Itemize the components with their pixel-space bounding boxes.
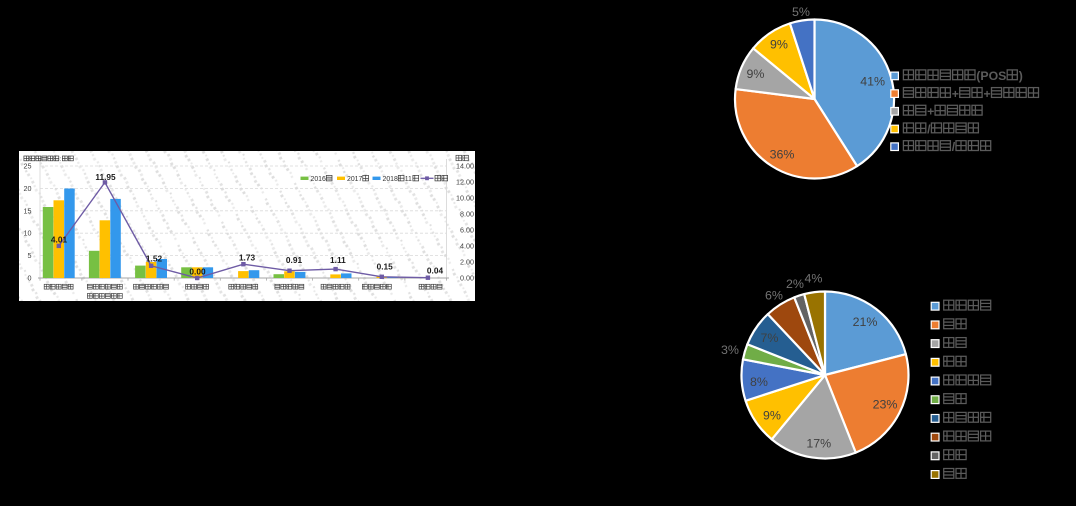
svg-text:POS: POS xyxy=(980,69,1006,83)
svg-text:): ) xyxy=(1019,69,1023,83)
svg-text:8%: 8% xyxy=(750,375,768,389)
svg-text:36%: 36% xyxy=(770,148,795,162)
svg-text:1.73: 1.73 xyxy=(239,252,256,262)
svg-text:21%: 21% xyxy=(853,315,878,329)
svg-text:3%: 3% xyxy=(721,343,739,357)
svg-text:0.15: 0.15 xyxy=(377,262,394,272)
svg-text:2.00: 2.00 xyxy=(460,258,474,267)
svg-text:9%: 9% xyxy=(747,67,765,81)
svg-text:0.04: 0.04 xyxy=(427,266,444,276)
svg-text:4%: 4% xyxy=(805,272,823,286)
svg-text:0.91: 0.91 xyxy=(286,255,303,265)
svg-text:11: 11 xyxy=(405,176,412,183)
svg-text:6.00: 6.00 xyxy=(460,226,474,235)
svg-text:2018: 2018 xyxy=(383,176,398,183)
svg-text:9%: 9% xyxy=(770,38,788,52)
svg-text:11.95: 11.95 xyxy=(95,172,116,182)
svg-text:2016: 2016 xyxy=(311,176,326,183)
svg-text:9%: 9% xyxy=(763,409,781,423)
svg-text:+: + xyxy=(952,87,959,101)
svg-text:4.00: 4.00 xyxy=(460,242,474,251)
svg-text:10.00: 10.00 xyxy=(456,194,474,203)
svg-text:41%: 41% xyxy=(860,74,885,88)
svg-text:0: 0 xyxy=(28,274,32,283)
svg-text:0.00: 0.00 xyxy=(460,274,474,283)
svg-text:7%: 7% xyxy=(760,331,778,345)
svg-text:+: + xyxy=(927,105,934,119)
svg-text:14.00: 14.00 xyxy=(456,162,474,171)
svg-text:1.11: 1.11 xyxy=(330,255,346,265)
svg-text:25: 25 xyxy=(24,162,32,171)
svg-text:(: ( xyxy=(976,69,981,83)
svg-text:23%: 23% xyxy=(873,397,898,411)
svg-text:0.00: 0.00 xyxy=(189,266,206,276)
svg-text:/: / xyxy=(952,140,956,154)
svg-text:2017: 2017 xyxy=(347,176,362,183)
svg-text:1.52: 1.52 xyxy=(146,253,163,263)
svg-text:17%: 17% xyxy=(806,437,831,451)
svg-text:/: / xyxy=(927,122,931,136)
svg-text:15: 15 xyxy=(24,206,32,215)
svg-text:4.01: 4.01 xyxy=(51,234,68,244)
svg-text:8.00: 8.00 xyxy=(460,210,474,219)
svg-text:10: 10 xyxy=(24,229,32,238)
svg-text::: : xyxy=(60,157,62,163)
svg-text:+: + xyxy=(984,87,991,101)
svg-text:20: 20 xyxy=(24,184,32,193)
svg-text:5%: 5% xyxy=(792,5,810,19)
svg-text:2%: 2% xyxy=(786,277,804,291)
svg-text:5: 5 xyxy=(28,251,32,260)
svg-text:6%: 6% xyxy=(765,289,783,303)
svg-text:12.00: 12.00 xyxy=(456,178,474,187)
